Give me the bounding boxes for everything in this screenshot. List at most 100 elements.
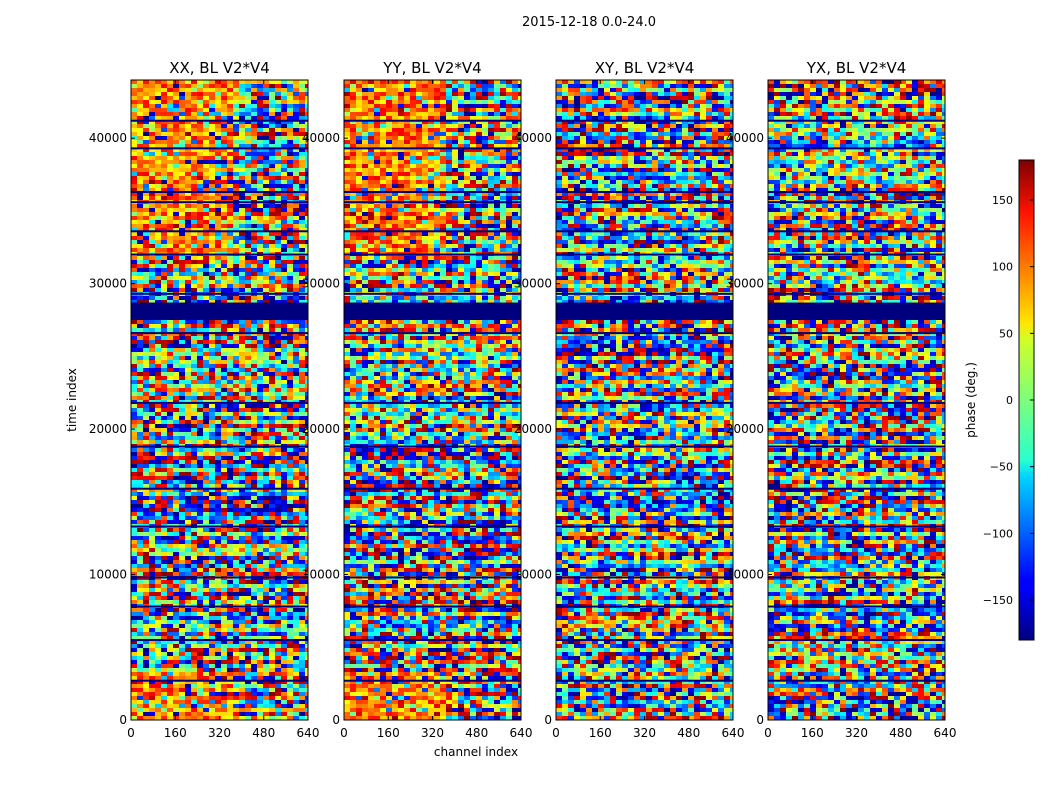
data-gap-row — [344, 332, 521, 335]
y-tick-label: 40000 — [726, 131, 764, 145]
data-gap-row — [131, 639, 308, 641]
x-tick-label: 160 — [164, 726, 187, 740]
x-tick-label: 160 — [589, 726, 612, 740]
x-tick-label: 0 — [552, 726, 560, 740]
data-gap-row — [131, 147, 308, 150]
y-tick-label: 10000 — [89, 568, 127, 582]
y-tick-label: 20000 — [514, 422, 552, 436]
y-tick-label: 20000 — [726, 422, 764, 436]
x-tick-label: 0 — [127, 726, 135, 740]
data-gap-row — [344, 445, 521, 448]
data-gap-row — [556, 487, 733, 490]
x-tick-label: 480 — [889, 726, 912, 740]
data-gap-row — [768, 119, 945, 122]
y-axis-label: time index — [65, 368, 79, 432]
colorbar-tick-label: 0 — [1006, 394, 1013, 407]
x-tick-label: 0 — [340, 726, 348, 740]
data-gap-row — [344, 605, 521, 608]
data-gap-row — [131, 201, 308, 204]
x-tick-label: 480 — [465, 726, 488, 740]
data-gap-row — [556, 191, 733, 193]
phase-heatmap — [556, 80, 733, 720]
flagged-band — [344, 302, 521, 320]
x-axis-label: channel index — [434, 745, 518, 759]
data-gap-row — [131, 605, 308, 608]
y-tick-label: 10000 — [514, 568, 552, 582]
data-gap-row — [556, 639, 733, 641]
data-gap-row — [768, 401, 945, 404]
data-gap-row — [556, 119, 733, 122]
flagged-band — [768, 302, 945, 320]
data-gap-row — [768, 639, 945, 641]
data-gap-row — [556, 201, 733, 204]
x-tick-label: 320 — [208, 726, 231, 740]
flagged-band — [556, 302, 733, 320]
y-tick-label: 0 — [544, 713, 552, 727]
data-gap-row — [768, 487, 945, 490]
panel-title: YY, BL V2*V4 — [382, 59, 481, 77]
data-gap-row — [768, 605, 945, 608]
y-tick-label: 10000 — [726, 568, 764, 582]
data-gap-row — [131, 253, 308, 256]
y-tick-label: 10000 — [302, 568, 340, 582]
colorbar-ticks: 150 100 50 0 −50 −100 −150 — [983, 194, 1034, 607]
panel-xy: XY, BL V2*V4 0 160 320 480 640 0 10000 20000 3000… — [514, 59, 745, 740]
data-gap-row — [131, 332, 308, 335]
data-gap-row — [131, 119, 308, 122]
colorbar-label: phase (deg.) — [964, 362, 978, 438]
data-gap-row — [344, 487, 521, 490]
data-gap-row — [131, 679, 308, 682]
x-tick-label: 160 — [377, 726, 400, 740]
y-tick-label: 40000 — [514, 131, 552, 145]
data-gap-row — [556, 525, 733, 528]
x-tick-label: 0 — [764, 726, 772, 740]
data-gap-row — [768, 191, 945, 193]
colorbar-tick-label: 150 — [992, 194, 1013, 207]
x-tick-label: 640 — [722, 726, 745, 740]
data-gap-row — [768, 525, 945, 528]
data-gap-row — [556, 230, 733, 233]
data-gap-row — [556, 292, 733, 295]
data-gap-row — [556, 401, 733, 404]
panel-title: XY, BL V2*V4 — [595, 59, 695, 77]
data-gap-row — [768, 679, 945, 682]
x-tick-label: 480 — [252, 726, 275, 740]
data-gap-row — [344, 639, 521, 641]
y-tick-label: 0 — [332, 713, 340, 727]
y-tick-label: 0 — [119, 713, 127, 727]
panel-xx: XX, BL V2*V4 0 160 320 480 640 0 10000 20000 3000… — [89, 59, 320, 740]
colorbar-tick-label: −50 — [990, 461, 1013, 474]
data-gap-row — [344, 576, 521, 579]
data-gap-row — [768, 147, 945, 150]
data-gap-row — [344, 679, 521, 682]
data-gap-row — [556, 253, 733, 256]
x-tick-label: 160 — [801, 726, 824, 740]
x-tick-label: 640 — [510, 726, 533, 740]
data-gap-row — [131, 191, 308, 193]
data-gap-row — [768, 576, 945, 579]
colorbar-tick-label: 50 — [999, 327, 1013, 340]
panels: XX, BL V2*V4 0 160 320 480 640 0 10000 20000 3000… — [89, 59, 957, 740]
colorbar-tick-label: 100 — [992, 261, 1013, 274]
x-tick-label: 640 — [297, 726, 320, 740]
colorbar: 150 100 50 0 −50 −100 −150 phase (deg.) — [964, 159, 1035, 641]
data-gap-row — [344, 253, 521, 256]
y-tick-label: 20000 — [302, 422, 340, 436]
data-gap-row — [131, 230, 308, 233]
data-gap-row — [556, 576, 733, 579]
data-gap-row — [556, 679, 733, 682]
y-tick-label: 40000 — [89, 131, 127, 145]
panel-yx: YX, BL V2*V4 0 160 320 480 640 0 10000 20000 3000… — [726, 59, 957, 740]
data-gap-row — [768, 230, 945, 233]
data-gap-row — [768, 445, 945, 448]
data-gap-row — [344, 201, 521, 204]
data-gap-row — [556, 147, 733, 150]
data-gap-row — [131, 576, 308, 579]
panel-yy: YY, BL V2*V4 0 160 320 480 640 0 10000 20000 3000… — [302, 59, 533, 740]
colorbar-tick-label: −100 — [983, 527, 1013, 540]
colorbar-tick-label: −150 — [983, 594, 1013, 607]
y-tick-label: 30000 — [726, 277, 764, 291]
y-tick-label: 0 — [756, 713, 764, 727]
data-gap-row — [768, 253, 945, 256]
